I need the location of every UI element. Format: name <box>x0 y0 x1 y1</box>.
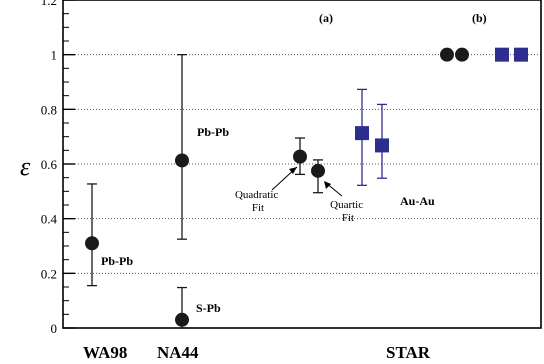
annotation-auau: Au-Au <box>400 194 435 208</box>
y-axis-ticks: 0 0.2 0.4 0.6 0.8 1 1.2 <box>41 0 75 336</box>
annotation-pbpb-wa98: Pb-Pb <box>101 254 133 268</box>
annotation-quadratic-fit: Quadratic Fit <box>235 189 281 214</box>
group-label-star: STAR <box>386 343 431 362</box>
plot-frame <box>62 0 542 329</box>
y-tick-label: 0.6 <box>41 157 58 172</box>
group-label-na44: NA44 <box>157 343 199 362</box>
data-point-circle <box>455 47 469 62</box>
panel-label-b: (b) <box>472 11 487 25</box>
y-tick-label: 1 <box>51 48 58 63</box>
y-tick-label: 1.2 <box>41 0 57 8</box>
y-tick-label: 0.2 <box>41 266 57 281</box>
data-point-circle <box>440 47 454 62</box>
annotation-spb: S-Pb <box>196 301 221 315</box>
y-tick-label: 0.4 <box>41 212 58 227</box>
data-point-square <box>375 138 389 153</box>
data-point-square <box>514 47 528 62</box>
data-point-circle <box>85 236 99 251</box>
data-point-circle <box>175 153 189 168</box>
data-point-square <box>495 47 509 62</box>
data-marks <box>85 47 528 329</box>
arrowhead-quartic-fit <box>324 181 331 189</box>
y-tick-label: 0 <box>51 321 58 336</box>
data-point-circle <box>311 163 325 178</box>
y-axis-label: ε <box>20 152 31 181</box>
data-point-square <box>355 126 369 141</box>
data-point-circle <box>175 312 189 327</box>
data-point-circle <box>293 149 307 164</box>
group-label-wa98: WA98 <box>83 343 127 362</box>
annotation-pbpb-na44: Pb-Pb <box>197 125 229 139</box>
arrowhead-quadratic-fit <box>289 167 297 174</box>
annotation-quartic-fit: Quartic Fit <box>330 199 366 224</box>
grid-lines <box>63 54 541 274</box>
panel-label-a: (a) <box>319 11 333 25</box>
y-tick-label: 0.8 <box>41 102 57 117</box>
